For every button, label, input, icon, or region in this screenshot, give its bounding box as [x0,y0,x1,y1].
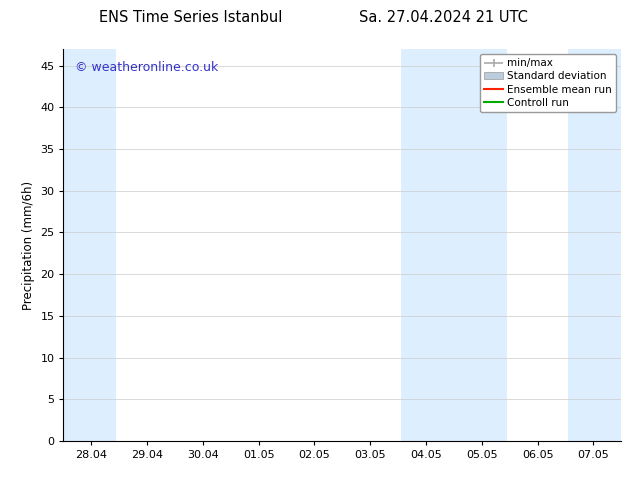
Bar [568,49,621,441]
Text: © weatheronline.co.uk: © weatheronline.co.uk [75,61,218,74]
Text: Sa. 27.04.2024 21 UTC: Sa. 27.04.2024 21 UTC [359,9,528,24]
Y-axis label: Precipitation (mm/6h): Precipitation (mm/6h) [22,180,35,310]
Text: ENS Time Series Istanbul: ENS Time Series Istanbul [98,9,282,24]
Bar [401,49,507,441]
Legend: min/max, Standard deviation, Ensemble mean run, Controll run: min/max, Standard deviation, Ensemble me… [480,54,616,112]
Bar [63,49,117,441]
